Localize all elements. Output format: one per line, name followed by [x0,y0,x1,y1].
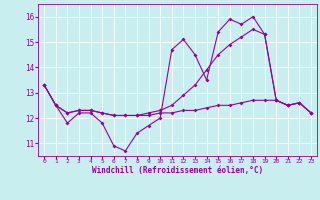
X-axis label: Windchill (Refroidissement éolien,°C): Windchill (Refroidissement éolien,°C) [92,166,263,175]
